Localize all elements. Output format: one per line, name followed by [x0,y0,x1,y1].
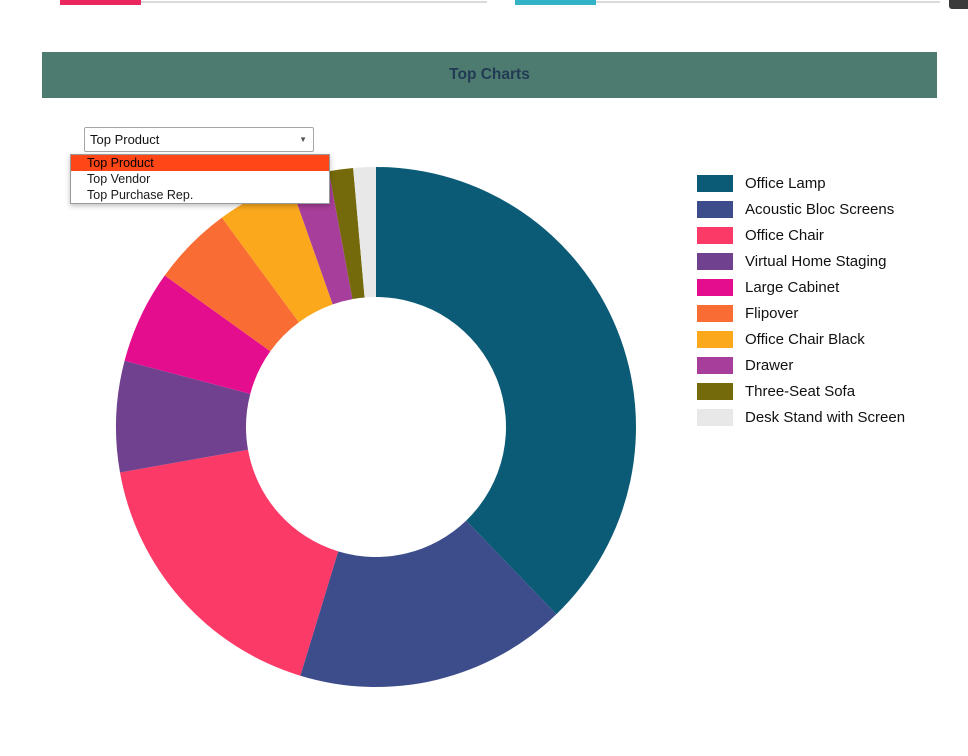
tab-accent-right [515,0,596,5]
legend-label: Flipover [745,304,799,322]
pie-slice[interactable] [164,217,299,352]
legend-swatch [697,408,733,426]
legend-swatch [697,356,733,374]
section-title: Top Charts [449,66,530,83]
legend-item[interactable]: Acoustic Bloc Screens [697,196,905,222]
pie-slice[interactable] [124,275,271,394]
legend-item[interactable]: Large Cabinet [697,274,905,300]
tab-accent-left [60,0,141,5]
tab-divider-left [141,1,487,3]
legend-item[interactable]: Drawer [697,352,905,378]
legend-swatch [697,226,733,244]
legend-swatch [697,330,733,348]
legend-item[interactable]: Desk Stand with Screen [697,404,905,430]
legend-label: Large Cabinet [745,278,840,296]
legend-label: Office Chair Black [745,330,865,348]
pie-slice[interactable] [328,168,365,300]
legend-swatch [697,304,733,322]
legend-swatch [697,174,733,192]
pie-slice[interactable] [221,181,333,323]
legend-label: Three-Seat Sofa [745,382,856,400]
select-value: Top Product [90,132,160,147]
chevron-down-icon: ▼ [299,134,307,144]
pie-slice[interactable] [353,167,376,298]
legend-swatch [697,278,733,296]
legend-label: Office Lamp [745,174,826,192]
legend-label: Acoustic Bloc Screens [745,200,895,218]
dropdown-option[interactable]: Top Product [71,155,329,171]
tab-divider-right [596,1,940,3]
legend-item[interactable]: Office Chair Black [697,326,905,352]
legend-item[interactable]: Virtual Home Staging [697,248,905,274]
legend-item[interactable]: Flipover [697,300,905,326]
pie-slice[interactable] [120,449,339,676]
dropdown-option[interactable]: Top Vendor [87,172,151,186]
legend-item[interactable]: Three-Seat Sofa [697,378,905,404]
legend-label: Virtual Home Staging [745,252,887,270]
legend-item[interactable]: Office Lamp [697,170,905,196]
legend-swatch [697,382,733,400]
pie-slice[interactable] [300,520,557,688]
pie-slice[interactable] [289,171,353,305]
dropdown-option[interactable]: Top Purchase Rep. [87,188,194,202]
legend-label: Office Chair [745,226,824,244]
chart-type-select[interactable]: Top Product ▼ [84,127,314,152]
top-charts-header: Top Charts [42,52,937,98]
pie-slice[interactable] [376,167,636,615]
pie-slice[interactable] [115,360,251,473]
legend-label: Desk Stand with Screen [745,408,906,426]
chart-type-options-list: Top Product Top Vendor Top Purchase Rep. [70,154,330,204]
donut-chart [115,167,636,688]
legend-swatch [697,252,733,270]
chart-legend: Office Lamp Acoustic Bloc Screens Office C… [697,170,905,430]
legend-item[interactable]: Office Chair [697,222,905,248]
legend-label: Drawer [745,356,794,374]
legend-swatch [697,200,733,218]
scrollbar-fragment [949,0,968,9]
